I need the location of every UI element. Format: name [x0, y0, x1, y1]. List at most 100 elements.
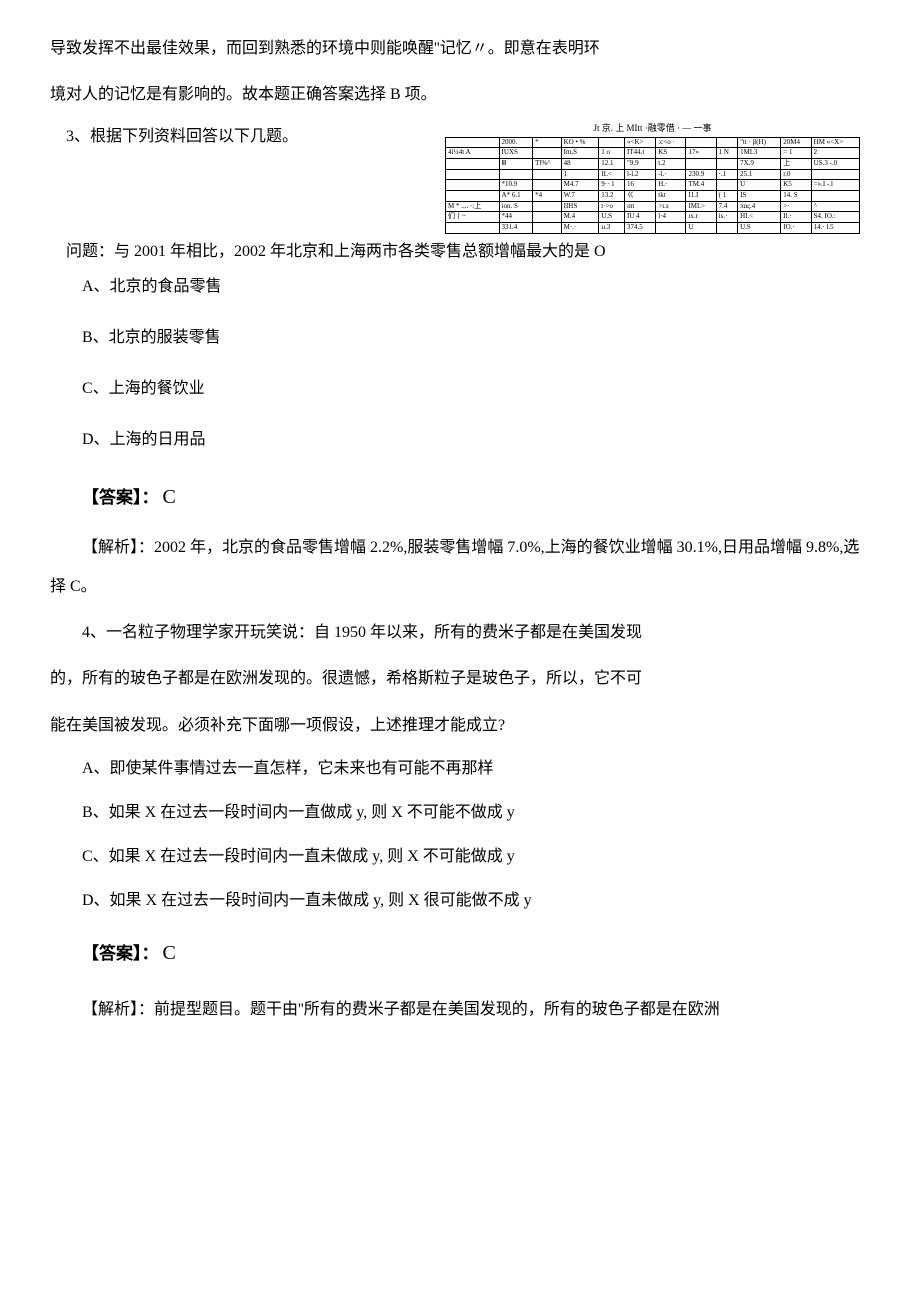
table-cell: 17»	[686, 148, 716, 159]
table-cell: 13.2	[599, 191, 625, 202]
table-cell: "tt · β(H)	[738, 137, 781, 148]
table-cell	[446, 223, 500, 234]
table-cell: 14. S	[781, 191, 811, 202]
table-cell: 们丨~	[446, 212, 500, 223]
table-cell	[686, 137, 716, 148]
data-table: 2000.*KO • % «<K>:c<o ·"tt · β(H)20M4HM …	[445, 137, 860, 234]
table-cell: IUXS	[499, 148, 533, 159]
table-cell: Il.·	[781, 212, 811, 223]
table-cell: t.2	[656, 158, 686, 169]
table-cell: S4. IO.:	[811, 212, 859, 223]
table-cell: 25.1	[738, 169, 781, 180]
table-cell: IO.·	[781, 223, 811, 234]
table-cell	[716, 158, 737, 169]
table-cell: πας.4	[738, 201, 781, 212]
table-cell: is.·	[716, 212, 737, 223]
table-cell: r.0	[781, 169, 811, 180]
table-cell: ım	[625, 201, 656, 212]
table-cell: ·.1	[716, 169, 737, 180]
table-cell: ^	[811, 201, 859, 212]
table-cell: I1.I	[686, 191, 716, 202]
table-cell	[499, 169, 533, 180]
table-cell: M * .... ·:上	[446, 201, 500, 212]
q4-option-a: A、即使某件事情过去一直怎样，它未来也有可能不再那样	[50, 753, 860, 785]
data-table-wrapper: Jt 京. 上 MItt ·融零借 · — 一事 2000.*KO • % «<…	[445, 123, 860, 234]
table-cell: 230.9	[686, 169, 716, 180]
table-cell	[533, 169, 561, 180]
table-cell	[686, 158, 716, 169]
table-cell: U.S	[599, 212, 625, 223]
table-cell: 上	[781, 158, 811, 169]
table-cell: 20M4	[781, 137, 811, 148]
table-cell: 1	[561, 169, 599, 180]
q4-line-3: 能在美国被发现。必须补充下面哪一项假设，上述推理才能成立?	[50, 707, 860, 745]
table-cell: W.7	[561, 191, 599, 202]
table-cell: 4i¼4t A	[446, 148, 500, 159]
table-cell: U	[738, 180, 781, 191]
table-cell: IU 4	[625, 212, 656, 223]
table-cell: 9·· 1	[599, 180, 625, 191]
q3-answer: 【答案】： C	[50, 473, 860, 521]
table-cell	[599, 137, 625, 148]
table-cell: =».I -.l	[811, 180, 859, 191]
table-cell	[533, 223, 561, 234]
table-cell: -l.·	[656, 169, 686, 180]
table-cell: :c<o ·	[656, 137, 686, 148]
q3-question: 问题：与 2001 年相比，2002 年北京和上海两市各类零售总额增幅最大的是 …	[50, 238, 860, 267]
table-cell: KO • %	[561, 137, 599, 148]
table-cell: *10.9	[499, 180, 533, 191]
q3-option-c: C、上海的餐饮业	[50, 371, 860, 406]
table-cell	[533, 201, 561, 212]
q4-line-2: 的，所有的玻色子都是在欧洲发现的。很遗憾，希格斯粒子是玻色子，所以，它不可	[50, 660, 860, 698]
table-cell	[716, 223, 737, 234]
table-cell: HM «<X>	[811, 137, 859, 148]
q3-option-a: A、北京的食品零售	[50, 269, 860, 304]
table-cell: tkt	[656, 191, 686, 202]
q4-line-1: 4、一名粒子物理学家开玩笑说：自 1950 年以来，所有的费米子都是在美国发现	[50, 614, 860, 652]
table-cell: 2000.	[499, 137, 533, 148]
table-cell: l-l.2	[625, 169, 656, 180]
table-cell: M·.·	[561, 223, 599, 234]
table-cell: 14.· l.5	[811, 223, 859, 234]
q3-option-d: D、上海的日用品	[50, 422, 860, 457]
table-cell: IL<	[599, 169, 625, 180]
q3-answer-label: 【答案】：	[82, 488, 159, 507]
intro-line-1: 导致发挥不出最佳效果，而回到熟悉的环境中则能唤醒''记忆〃。即意在表明环	[50, 30, 860, 68]
table-cell	[656, 223, 686, 234]
q4-option-c: C、如果 X 在过去一段时间内一直未做成 y, 则 X 不可能做成 y	[50, 841, 860, 873]
table-cell: ㄍ	[625, 191, 656, 202]
table-cell: t·>o	[599, 201, 625, 212]
table-cell: 7X.9	[738, 158, 781, 169]
table-cell: K5	[781, 180, 811, 191]
table-cell	[446, 169, 500, 180]
table-cell	[533, 148, 561, 159]
table-cell: *44	[499, 212, 533, 223]
q3-analysis: 【解析】：2002 年，北京的食品零售增幅 2.2%,服装零售增幅 7.0%,上…	[50, 529, 860, 606]
intro-line-2: 境对人的记忆是有影响的。故本题正确答案选择 B 项。	[50, 76, 860, 114]
table-cell: 1 N	[716, 148, 737, 159]
table-cell: = 1	[781, 148, 811, 159]
q3-option-b: B、北京的服装零售	[50, 320, 860, 355]
table-cell	[533, 180, 561, 191]
table-cell: ıı.3	[599, 223, 625, 234]
table-cell: IT44.t	[625, 148, 656, 159]
table-cell: >·	[781, 201, 811, 212]
table-cell: A* 6.1	[499, 191, 533, 202]
table-cell: IS	[738, 191, 781, 202]
table-cell: 374.5	[625, 223, 656, 234]
table-cell	[811, 191, 859, 202]
table-cell	[446, 180, 500, 191]
table-cell: Ⅲ	[499, 158, 533, 169]
table-cell: 1 o	[599, 148, 625, 159]
table-cell: 7.4	[716, 201, 737, 212]
table-cell: ion. S	[499, 201, 533, 212]
table-cell: IMI.>	[686, 201, 716, 212]
table-cell	[446, 191, 500, 202]
table-cell	[716, 180, 737, 191]
table-cell: H.·	[656, 180, 686, 191]
table-cell: Tl%^	[533, 158, 561, 169]
q4-analysis: 【解析】：前提型题目。题干由''所有的费米子都是在美国发现的，所有的玻色子都是在…	[50, 991, 860, 1029]
q4-answer-letter: C	[163, 942, 176, 964]
table-cell: 2	[811, 148, 859, 159]
table-cell: IIHS	[561, 201, 599, 212]
